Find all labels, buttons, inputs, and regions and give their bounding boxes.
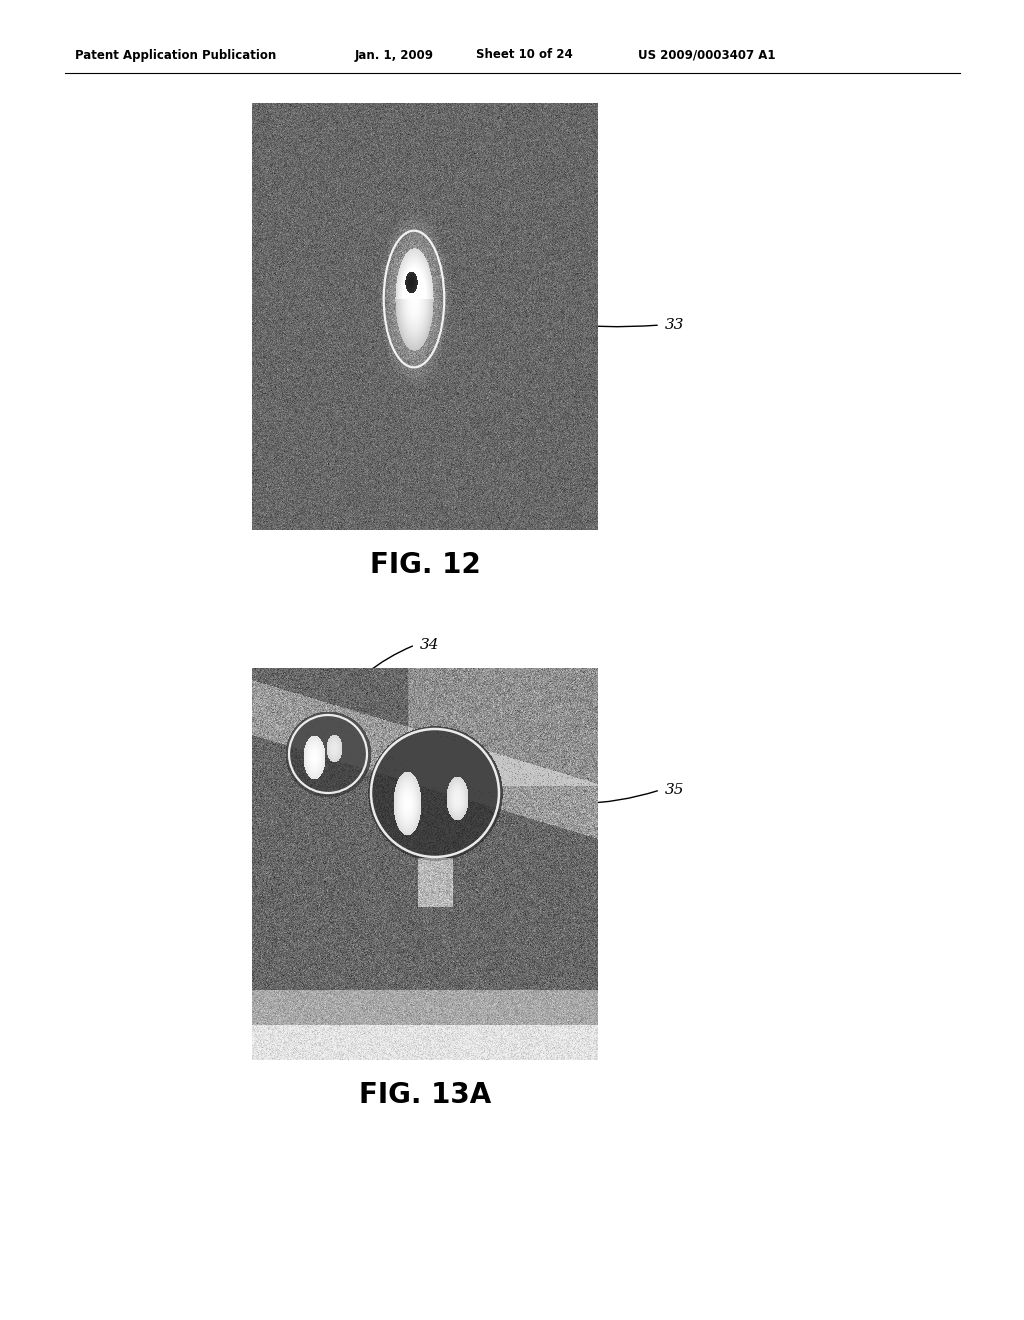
Text: 35: 35 (666, 783, 685, 797)
Text: Jan. 1, 2009: Jan. 1, 2009 (355, 49, 434, 62)
Text: Patent Application Publication: Patent Application Publication (75, 49, 276, 62)
Text: 34: 34 (420, 638, 439, 652)
Text: 33: 33 (666, 318, 685, 333)
Text: FIG. 13A: FIG. 13A (358, 1081, 492, 1109)
Text: Sheet 10 of 24: Sheet 10 of 24 (476, 49, 572, 62)
Text: FIG. 12: FIG. 12 (370, 550, 480, 579)
Text: US 2009/0003407 A1: US 2009/0003407 A1 (638, 49, 775, 62)
